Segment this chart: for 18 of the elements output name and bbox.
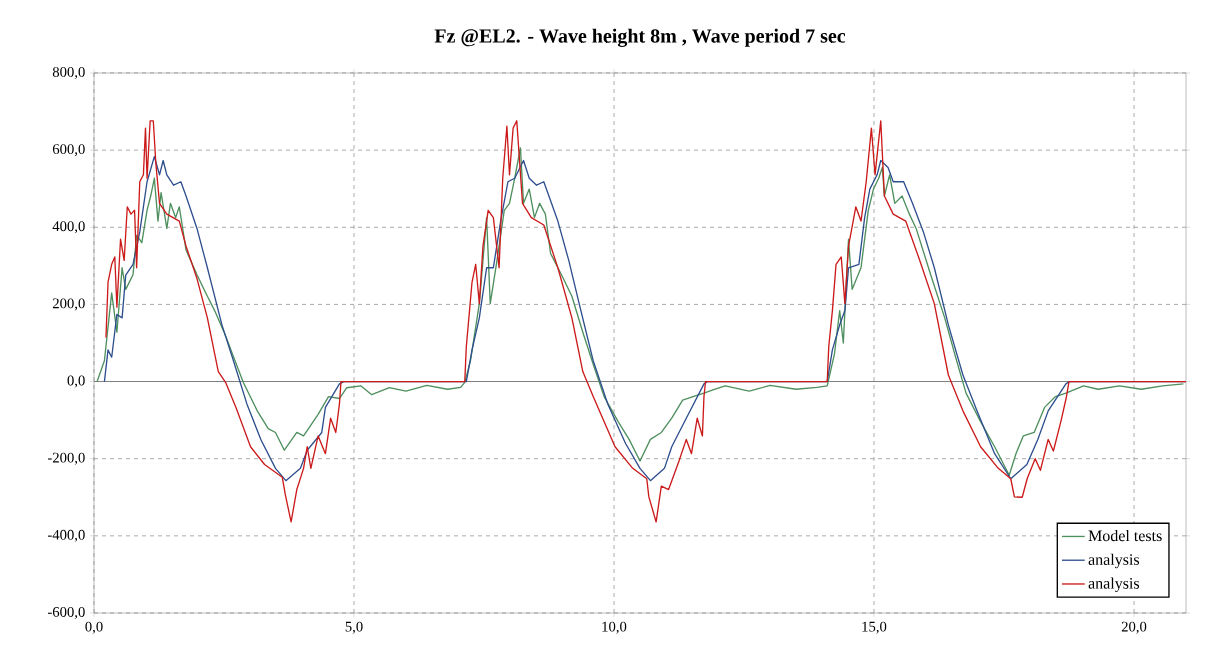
y-tick-label: -200,0 bbox=[47, 452, 85, 465]
y-tick-label: 0,0 bbox=[67, 375, 85, 388]
legend-label: analysis bbox=[1088, 553, 1140, 569]
legend-label: analysis bbox=[1088, 577, 1140, 592]
y-tick-label: -400,0 bbox=[47, 529, 85, 542]
y-tick-label: 200,0 bbox=[52, 298, 85, 311]
x-tick-label: 15,0 bbox=[862, 621, 887, 634]
legend-label: Model tests bbox=[1088, 529, 1162, 542]
line-series bbox=[105, 120, 1186, 523]
chart-title: Fz @EL2. - Wave height 8m , Wave period 7 sec bbox=[434, 28, 846, 47]
y-tick-label: 400,0 bbox=[52, 221, 85, 234]
x-tick-label: 5,0 bbox=[345, 621, 363, 634]
x-tick-label: 20,0 bbox=[1121, 621, 1147, 634]
x-tick-label: 0,0 bbox=[85, 621, 103, 634]
y-tick-label: 800,0 bbox=[52, 66, 85, 79]
y-tick-label: -600,0 bbox=[47, 606, 85, 619]
y-tick-label: 600,0 bbox=[52, 144, 85, 157]
x-tick-label: 10,0 bbox=[602, 621, 627, 634]
